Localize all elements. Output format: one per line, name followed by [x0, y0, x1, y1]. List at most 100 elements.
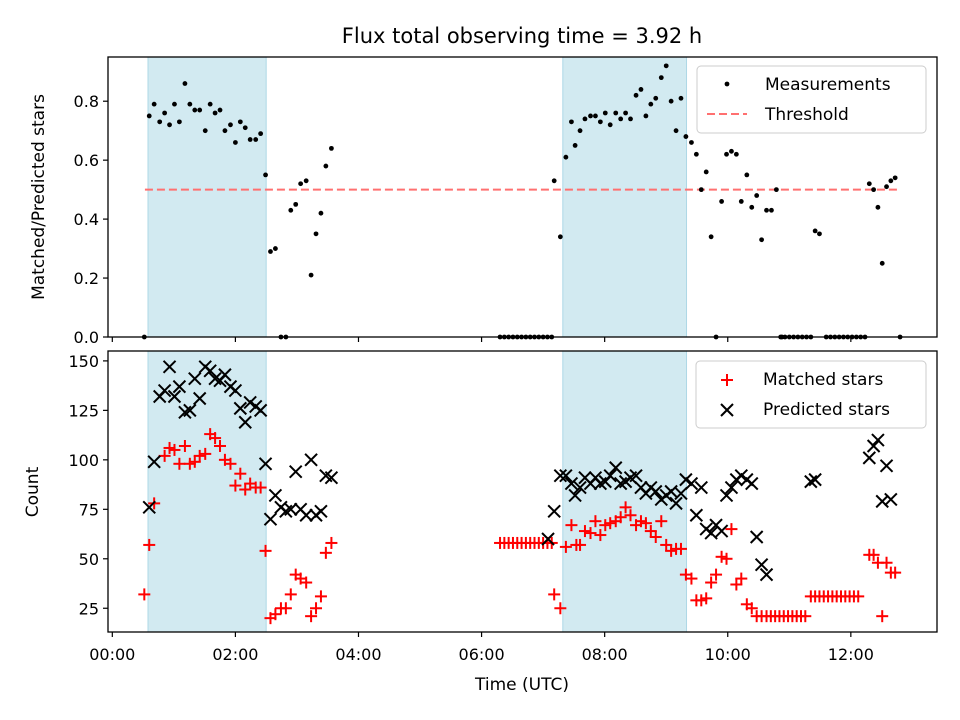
matched-star-point — [594, 529, 607, 542]
x-tick-label: 12:00 — [828, 645, 874, 664]
matched-star-point — [876, 610, 889, 623]
predicted-star-point — [603, 468, 617, 483]
y-tick-label: 0.8 — [74, 92, 99, 111]
matched-star-point — [735, 572, 748, 585]
measurement-point — [773, 187, 779, 193]
measurement-point — [232, 140, 238, 145]
measurement-point — [764, 207, 769, 213]
measurement-point — [298, 181, 304, 187]
y-tick-label: 50 — [79, 550, 99, 569]
matched-star-point — [799, 610, 812, 623]
top-legend-box — [696, 65, 927, 134]
measurement-point — [202, 128, 208, 134]
predicted-star-point — [188, 371, 202, 386]
matched-star-point — [589, 515, 602, 528]
x-tick-label: 08:00 — [582, 645, 628, 664]
predicted-star-point — [559, 468, 573, 483]
predicted-star-point — [649, 484, 663, 499]
measurement-point — [744, 172, 750, 178]
predicted-star-point — [147, 455, 161, 469]
predicted-star-point — [304, 453, 318, 467]
measurement-point — [273, 246, 278, 251]
matched-star-point — [880, 556, 893, 569]
matched-star-point — [259, 544, 272, 557]
measurement-point — [597, 119, 603, 125]
legend-predicted-label: Predicted stars — [763, 400, 890, 420]
measurement-point — [683, 134, 689, 139]
measurement-point — [759, 237, 764, 243]
measurement-point — [146, 113, 152, 119]
matched-star-point — [655, 515, 668, 528]
matched-star-point — [178, 439, 191, 452]
matched-star-point — [554, 602, 567, 615]
measurement-point — [563, 154, 569, 160]
predicted-star-point — [299, 508, 313, 522]
measurement-point — [197, 107, 203, 113]
y-tick-label: 25 — [79, 599, 99, 618]
predicted-star-point — [759, 567, 774, 582]
y-tick-label: 0.4 — [74, 210, 99, 229]
legend-matched-label: Matched stars — [763, 370, 883, 390]
bottom-legend: Matched stars Predicted stars — [695, 360, 927, 429]
measurement-point — [812, 228, 818, 234]
predicted-star-point — [689, 508, 704, 522]
measurement-point — [253, 137, 259, 142]
matched-star-point — [705, 576, 718, 589]
matched-star-point — [319, 546, 332, 559]
y-tick-label: 75 — [79, 500, 99, 519]
bot-shaded-interval-0 — [147, 350, 267, 633]
measurement-point — [648, 101, 654, 107]
predicted-star-point — [724, 480, 739, 495]
matched-star-point — [234, 467, 247, 480]
measurement-point — [719, 199, 724, 204]
predicted-star-point — [879, 459, 894, 473]
measurement-point — [653, 95, 659, 101]
measurement-point — [182, 81, 188, 86]
matched-star-point — [143, 538, 156, 551]
count-points — [138, 360, 902, 625]
measurement-point — [698, 187, 704, 193]
matched-star-point — [158, 449, 171, 462]
measurement-point — [303, 178, 309, 184]
measurement-point — [577, 128, 583, 134]
matched-star-point — [889, 566, 902, 579]
measurement-point — [638, 87, 644, 92]
predicted-star-point — [734, 468, 748, 483]
measurement-point — [749, 204, 755, 210]
matched-star-point — [173, 457, 186, 470]
predicted-star-point — [862, 451, 877, 465]
predicted-star-point — [745, 476, 759, 491]
measurement-point — [176, 119, 182, 125]
top-shaded-intervals — [147, 56, 688, 338]
matched-star-point — [199, 447, 212, 460]
measurement-point — [633, 92, 639, 98]
measurement-point — [871, 187, 877, 193]
matched-star-point — [725, 523, 738, 536]
measurement-point — [217, 107, 223, 113]
matched-star-point — [209, 432, 222, 445]
measurement-point — [247, 137, 253, 142]
predicted-star-point — [284, 502, 298, 517]
bottom-legend-box — [695, 360, 927, 429]
predicted-star-point — [263, 512, 278, 526]
measurement-point — [892, 175, 898, 181]
predicted-star-point — [324, 470, 339, 485]
matched-star-point — [269, 608, 282, 621]
measurement-point — [569, 119, 574, 125]
matched-star-point — [279, 602, 292, 615]
measurement-point — [866, 181, 872, 187]
predicted-star-point — [142, 500, 156, 515]
measurement-point — [162, 110, 168, 116]
measurement-point — [729, 148, 734, 154]
x-tick-label: 06:00 — [459, 645, 505, 664]
measurement-point — [228, 122, 233, 128]
measurement-point — [738, 199, 744, 204]
measurement-point — [703, 169, 709, 175]
measurement-point — [593, 113, 598, 119]
measurement-point — [708, 234, 714, 240]
legend-measurement-marker — [724, 81, 730, 87]
predicted-star-point — [238, 415, 252, 429]
y-tick-label: 150 — [68, 352, 99, 371]
predicted-star-point — [714, 524, 729, 538]
top-y-axis-label: Matched/Predicted stars — [29, 94, 49, 300]
